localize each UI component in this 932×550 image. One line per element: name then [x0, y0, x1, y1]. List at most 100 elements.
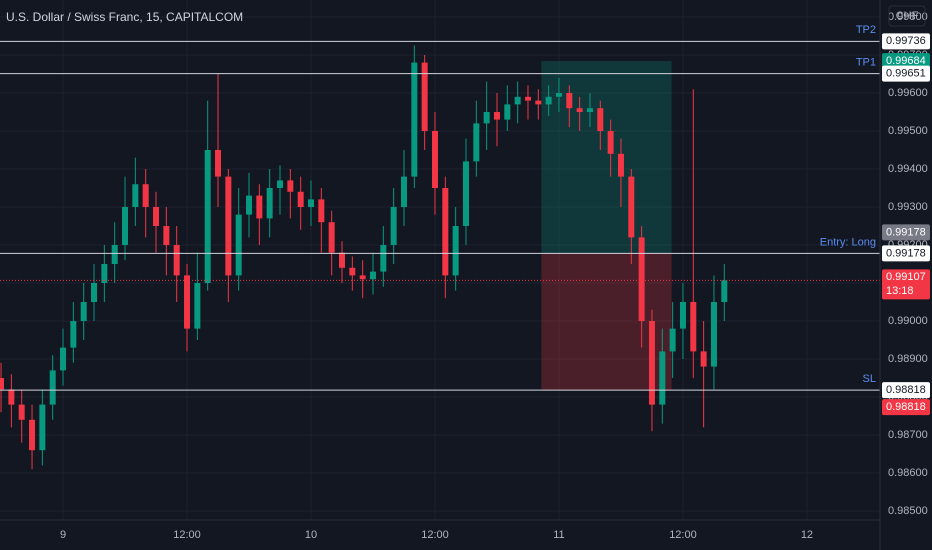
price-badge-text: 0.99684 [886, 55, 926, 67]
candle-body [184, 275, 191, 329]
candle-body [359, 275, 366, 280]
y-tick-label: 0.99400 [888, 163, 928, 175]
candle-body [215, 150, 222, 177]
x-tick-label: 12 [801, 529, 813, 541]
candle-body [0, 378, 5, 390]
last-price-text: 0.99107 [886, 271, 926, 283]
price-badge-text: 0.98818 [886, 384, 926, 396]
candle-body [287, 180, 294, 192]
price-badge [882, 245, 930, 262]
candle-body [483, 112, 490, 124]
candle-body [628, 176, 635, 238]
candle-body [122, 207, 129, 245]
last-price-badge [882, 269, 930, 300]
candle-body [514, 96, 521, 105]
y-tick-label: 0.99000 [888, 315, 928, 327]
x-tick-label: 12:00 [421, 529, 449, 541]
profit-zone [541, 61, 672, 254]
candle-body [70, 321, 77, 348]
candle-body [576, 108, 583, 112]
candle-body [91, 283, 98, 302]
candle-body [473, 123, 480, 162]
price-badge-text: 0.99651 [886, 68, 926, 80]
level-name: Entry: Long [820, 236, 876, 248]
price-badge-text: 0.98818 [886, 401, 926, 413]
candle-body [721, 280, 728, 302]
y-tick-label: 0.98500 [888, 505, 928, 517]
candle-body [555, 93, 562, 97]
candle-body [535, 100, 542, 105]
countdown-text: 13:18 [886, 285, 914, 297]
candle-body [524, 96, 531, 101]
candle-body [349, 267, 356, 276]
candle-body [390, 207, 397, 245]
candle-body [586, 108, 593, 112]
x-tick-label: 10 [305, 529, 317, 541]
candle-body [204, 150, 211, 283]
y-tick-label: 0.99300 [888, 201, 928, 213]
y-tick-label: 0.98700 [888, 429, 928, 441]
candle-body [431, 131, 438, 188]
candle-body [648, 321, 655, 405]
candle-body [235, 214, 242, 276]
candle-body [462, 161, 469, 226]
price-badge-text: 0.99178 [886, 226, 926, 238]
candle-body [49, 370, 56, 405]
candle-body [679, 302, 686, 329]
candle-body [442, 188, 449, 276]
candle-body [277, 180, 284, 188]
candle-body [566, 93, 573, 109]
candle-body [318, 199, 325, 223]
candle-body [8, 389, 15, 405]
x-tick-label: 12:00 [669, 529, 697, 541]
candle-body [163, 226, 170, 245]
candle-body [297, 191, 304, 207]
price-badge-text: 0.99736 [886, 35, 926, 47]
candle-body [607, 131, 614, 154]
candle-body [710, 302, 717, 367]
x-tick-label: 12:00 [173, 529, 201, 541]
currency[interactable]: CHF [896, 10, 919, 22]
y-tick-label: 0.99600 [888, 87, 928, 99]
candle-body [29, 419, 36, 451]
y-tick-label: 0.99500 [888, 125, 928, 137]
candle-body [421, 62, 428, 131]
candle-body [638, 237, 645, 321]
candle-body [18, 404, 25, 420]
candle-body [266, 188, 273, 219]
price-axis: 0.998000.997000.996000.995000.994000.993… [60, 11, 928, 541]
levels: TP2 TP1 Entry: Long SL [0, 24, 880, 391]
candle-body [597, 108, 604, 131]
candle-body [369, 271, 376, 280]
candle-body [308, 199, 315, 207]
candle-body [411, 62, 418, 177]
candle-body [132, 184, 139, 207]
candle-body [700, 351, 707, 367]
candle-body [194, 283, 201, 329]
candle-body [690, 302, 697, 352]
price-badge [882, 382, 930, 399]
candle-body [545, 96, 552, 105]
candle-body [60, 347, 67, 371]
level-name: TP2 [856, 24, 876, 36]
candle-body [328, 222, 335, 253]
candle-body [380, 245, 387, 272]
candle-body [111, 245, 118, 264]
level-name: TP1 [856, 57, 876, 69]
price-badge [882, 65, 930, 82]
candle-body [659, 351, 666, 405]
price-badge [882, 399, 930, 416]
x-tick-label: 9 [60, 529, 66, 541]
candle-body [225, 176, 232, 276]
candles [0, 45, 728, 470]
candle-body [39, 404, 46, 451]
price-badge [882, 224, 930, 241]
currency-button[interactable] [888, 5, 926, 27]
y-tick-label: 0.98600 [888, 467, 928, 479]
candle-body [153, 207, 160, 226]
candle-body [400, 176, 407, 207]
candle-body [669, 328, 676, 352]
candle-body [173, 245, 180, 276]
